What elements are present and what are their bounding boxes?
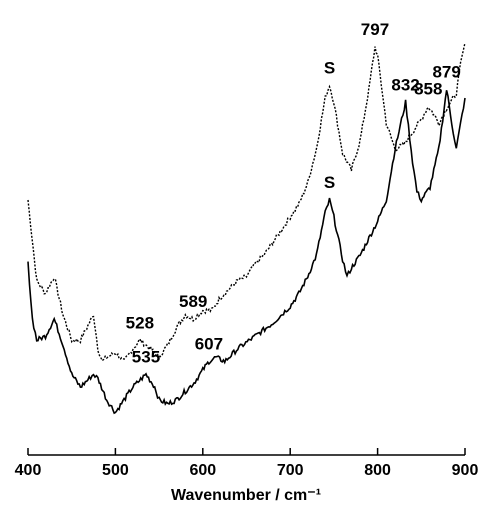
x-tick-label: 700 xyxy=(277,462,304,479)
series-dotted-line xyxy=(27,42,466,362)
solvent-peak-label: S xyxy=(324,58,335,77)
series-solid-line xyxy=(27,90,466,415)
x-tick-label: 600 xyxy=(189,462,216,479)
peak-label-607: 607 xyxy=(195,335,223,354)
peak-label-858: 858 xyxy=(414,80,442,99)
x-tick-label: 400 xyxy=(15,462,42,479)
peak-label-879: 879 xyxy=(432,63,460,82)
peak-label-797: 797 xyxy=(361,20,389,39)
peak-label-589: 589 xyxy=(179,292,207,311)
peak-label-528: 528 xyxy=(126,313,154,332)
solvent-peak-label: S xyxy=(324,173,335,192)
peak-labels: 797 858 S 528 589 832 879 S 535 607 xyxy=(126,20,461,366)
x-tick-label: 500 xyxy=(102,462,129,479)
x-tick-label: 800 xyxy=(364,462,391,479)
x-axis-ticks: 400 500 600 700 800 900 xyxy=(15,448,479,479)
series-layer xyxy=(27,42,466,415)
peak-label-832: 832 xyxy=(391,75,419,94)
x-tick-label: 900 xyxy=(452,462,479,479)
peak-label-535: 535 xyxy=(132,347,160,366)
x-axis-title: Wavenumber / cm⁻¹ xyxy=(171,487,321,504)
